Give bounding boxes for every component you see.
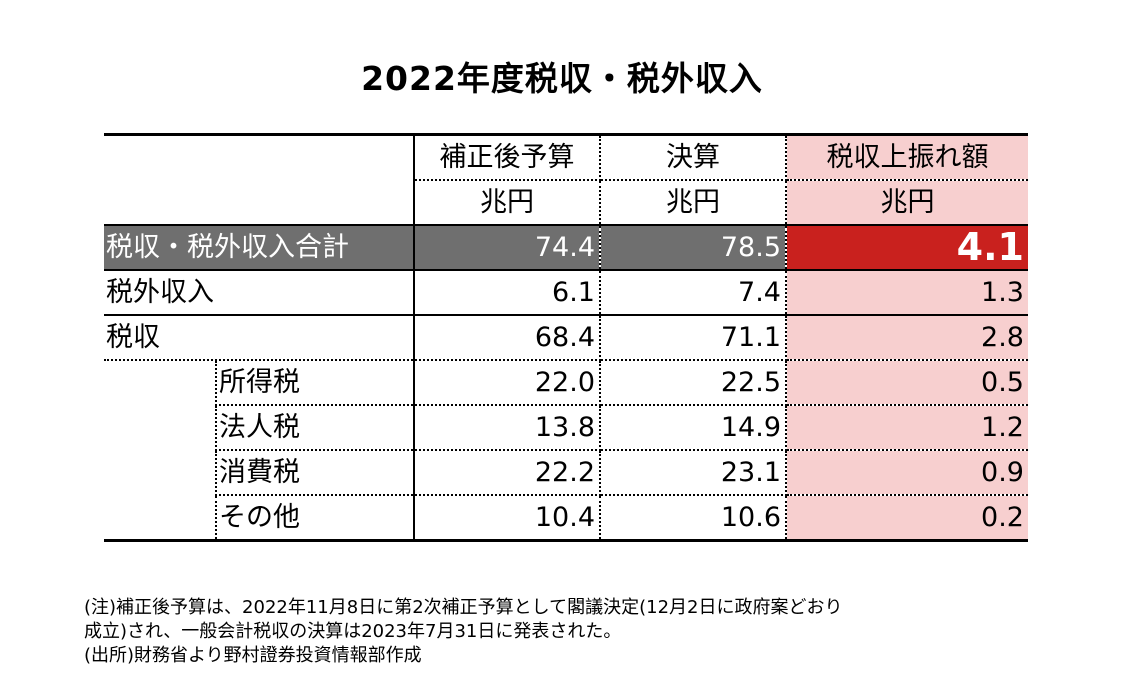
row-settlement-tax: 71.1 [600,315,787,361]
indent-cell [104,405,216,450]
row-budget-other: 10.4 [414,495,601,542]
total-upside: 4.1 [786,224,1028,271]
page-title: 2022年度税収・税外収入 [361,59,763,98]
row-label-other: その他 [215,495,415,542]
row-upside-nontax: 1.3 [786,270,1028,316]
table-row: 税収 68.4 71.1 2.8 [104,315,1028,361]
row-upside-corporate-tax: 1.2 [786,405,1028,451]
table-row: 所得税 22.0 22.5 0.5 [104,360,1028,406]
row-settlement-consumption-tax: 23.1 [600,450,787,496]
total-settlement: 78.5 [600,224,787,271]
row-settlement-corporate-tax: 14.9 [600,405,787,451]
unit-blank [104,180,415,225]
row-budget-consumption-tax: 22.2 [414,450,601,496]
header-budget: 補正後予算 [414,133,601,181]
row-upside-income-tax: 0.5 [786,360,1028,406]
header-blank [104,133,415,180]
table-row: 法人税 13.8 14.9 1.2 [104,405,1028,451]
indent-cell [104,495,216,542]
source-line: (出所)財務省より野村證券投資情報部作成 [84,645,422,666]
unit-settlement: 兆円 [600,180,787,225]
indent-cell [104,360,216,405]
row-label-consumption-tax: 消費税 [215,450,415,496]
row-upside-consumption-tax: 0.9 [786,450,1028,496]
header-upside: 税収上振れ額 [786,133,1028,181]
row-upside-tax: 2.8 [786,315,1028,361]
footnotes: (注)補正後予算は、2022年11月8日に第2次補正予算として閣議決定(12月2… [84,596,843,668]
row-label-tax: 税収 [104,315,415,361]
total-budget: 74.4 [414,224,601,271]
note-line-2: 成立)され、一般会計税収の決算は2023年7月31日に発表された。 [84,621,622,642]
table-row: 消費税 22.2 23.1 0.9 [104,450,1028,496]
row-budget-corporate-tax: 13.8 [414,405,601,451]
note-line-1: (注)補正後予算は、2022年11月8日に第2次補正予算として閣議決定(12月2… [84,597,843,618]
row-settlement-other: 10.6 [600,495,787,542]
row-label-corporate-tax: 法人税 [215,405,415,451]
table-unit-row: 兆円 兆円 兆円 [104,180,1028,225]
table-row-total: 税収・税外収入合計 74.4 78.5 4.1 [104,224,1028,271]
unit-upside: 兆円 [786,180,1028,225]
table-row: 税外収入 6.1 7.4 1.3 [104,270,1028,316]
row-settlement-income-tax: 22.5 [600,360,787,406]
header-settlement: 決算 [600,133,787,181]
row-budget-tax: 68.4 [414,315,601,361]
total-label: 税収・税外収入合計 [104,224,415,271]
table-header-row: 補正後予算 決算 税収上振れ額 [104,133,1028,181]
tax-revenue-table: 補正後予算 決算 税収上振れ額 兆円 兆円 兆円 税収・税外収入合計 74.4 … [104,133,1028,542]
row-settlement-nontax: 7.4 [600,270,787,316]
indent-cell [104,450,216,495]
row-label-nontax: 税外収入 [104,270,415,316]
row-budget-income-tax: 22.0 [414,360,601,406]
row-label-income-tax: 所得税 [215,360,415,406]
row-budget-nontax: 6.1 [414,270,601,316]
table-row: その他 10.4 10.6 0.2 [104,495,1028,542]
unit-budget: 兆円 [414,180,601,225]
row-upside-other: 0.2 [786,495,1028,542]
